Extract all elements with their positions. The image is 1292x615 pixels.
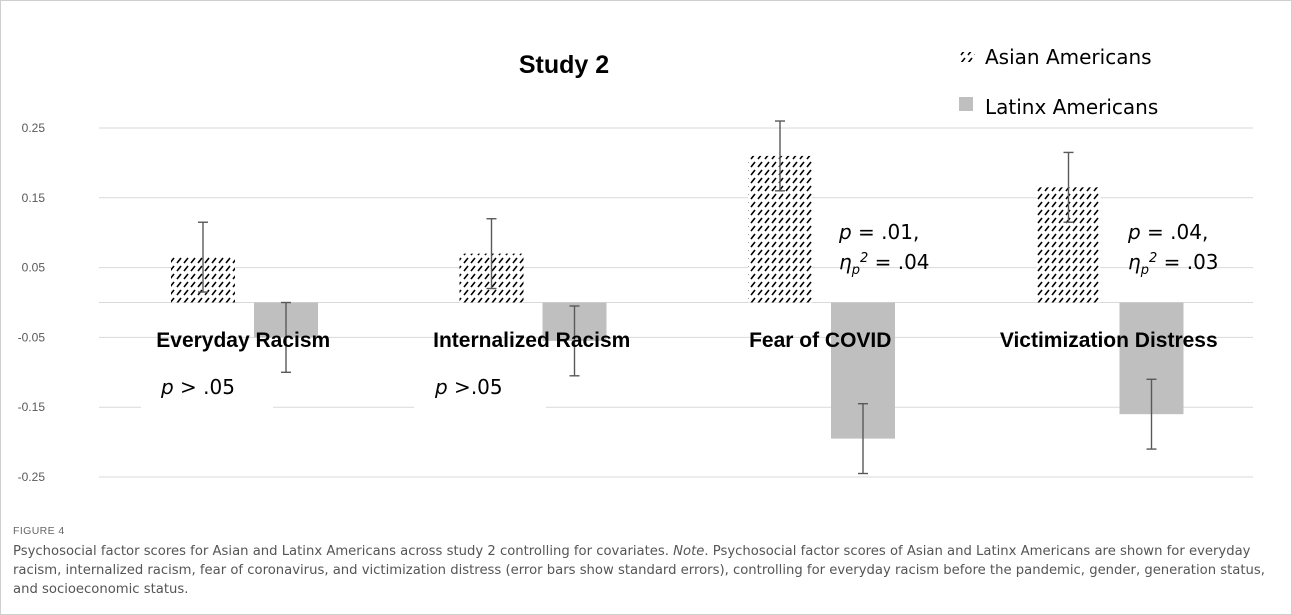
p-value-text: >.05 [448, 375, 503, 399]
eta-symbol: η [1128, 250, 1141, 274]
chart-title: Study 2 [519, 51, 609, 79]
category-label: Victimization Distress [1000, 329, 1218, 352]
legend-swatch-latinx [959, 97, 973, 111]
p-symbol: p [160, 375, 174, 399]
bar-chart: 0.25 0.15 0.05 -0.05 -0.15 -0.25 Everyday Raci… [18, 45, 1253, 484]
category-label: Fear of COVID [749, 329, 891, 352]
p-value-annotation: p > .05 [160, 375, 235, 399]
y-tick-label: -0.15 [18, 400, 46, 414]
y-tick-label: 0.15 [22, 191, 46, 205]
p-symbol: p [434, 375, 448, 399]
effect-size-value: = .03 [1157, 250, 1218, 274]
legend-label: Asian Americans [985, 45, 1152, 69]
p-symbol: p [838, 220, 852, 244]
eta-subscript: p [1140, 263, 1149, 278]
p-value-annotation: p = .04, [1127, 220, 1208, 244]
y-tick-label: 0.25 [22, 121, 46, 135]
y-tick-label: -0.05 [18, 330, 46, 344]
figure-label: FIGURE 4 [13, 525, 65, 537]
category-label: Internalized Racism [433, 329, 630, 352]
caption-note-label: Note [673, 544, 705, 559]
p-value-text: = .04, [1141, 220, 1209, 244]
effect-size-annotation: ηp2 = .04 [839, 250, 930, 278]
legend-label: Latinx Americans [985, 95, 1158, 119]
legend-swatch-asian [959, 52, 975, 62]
caption-part-2: . Psychosocial factor scores of Asian an… [13, 544, 1265, 597]
caption-text: Psychosocial factor scores for Asian and… [13, 542, 1281, 599]
annotation-box [414, 363, 546, 409]
eta-superscript: 2 [1149, 251, 1157, 266]
eta-superscript: 2 [860, 251, 868, 266]
p-value-annotation: p >.05 [434, 375, 503, 399]
effect-size-annotation: ηp2 = .03 [1128, 250, 1219, 278]
annotation-box [141, 363, 273, 409]
eta-subscript: p [851, 263, 860, 278]
caption-part-1: Psychosocial factor scores for Asian and… [13, 544, 674, 559]
effect-size-value: = .04 [868, 250, 929, 274]
category-label: Everyday Racism [156, 329, 330, 352]
p-value-text: > .05 [174, 375, 235, 399]
p-value-annotation: p = .01, [838, 220, 919, 244]
y-tick-label: -0.25 [18, 470, 46, 484]
p-symbol: p [1127, 220, 1141, 244]
figure-caption: FIGURE 4 Psychosocial factor scores for … [13, 525, 1281, 599]
y-tick-label: 0.05 [22, 261, 46, 275]
eta-symbol: η [839, 250, 852, 274]
p-value-text: = .01, [852, 220, 920, 244]
